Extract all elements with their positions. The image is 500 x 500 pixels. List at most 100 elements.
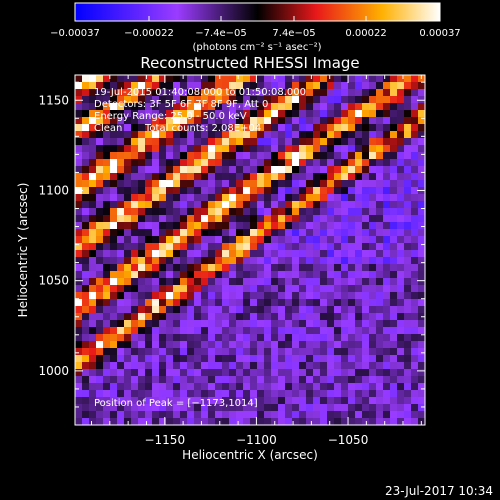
heatmap-cell [285,404,293,412]
heatmap-cell [215,411,223,419]
heatmap-cell [355,250,363,258]
heatmap-cell [299,187,307,195]
heatmap-cell [390,369,398,377]
heatmap-cell [159,404,167,412]
heatmap-cell [243,138,251,146]
heatmap-cell [236,131,244,139]
heatmap-cell [159,194,167,202]
heatmap-cell [299,250,307,258]
heatmap-cell [117,236,125,244]
heatmap-cells [75,75,425,425]
heatmap-cell [110,75,118,83]
heatmap-cell [348,75,356,83]
heatmap-cell [327,152,335,160]
heatmap-cell [131,159,139,167]
heatmap-cell [236,187,244,195]
heatmap-cell [278,404,286,412]
heatmap-cell [320,376,328,384]
heatmap-cell [390,159,398,167]
heatmap-cell [285,82,293,90]
heatmap-cell [131,306,139,314]
heatmap-cell [166,397,174,405]
heatmap-cell [257,110,265,118]
heatmap-cell [285,131,293,139]
heatmap-cell [152,313,160,321]
heatmap-cell [103,229,111,237]
heatmap-cell [166,201,174,209]
heatmap-cell [292,131,300,139]
heatmap-cell [320,117,328,125]
heatmap-cell [229,404,237,412]
heatmap-cell [299,89,307,97]
heatmap-cell [285,152,293,160]
heatmap-cell [397,285,405,293]
heatmap-cell [376,138,384,146]
heatmap-cell [194,194,202,202]
heatmap-cell [166,138,174,146]
heatmap-cell [96,383,104,391]
heatmap-cell [145,320,153,328]
heatmap-cell [75,390,83,398]
heatmap-cell [110,222,118,230]
heatmap-cell [215,187,223,195]
heatmap-cell [215,236,223,244]
heatmap-cell [152,194,160,202]
heatmap-cell [285,285,293,293]
heatmap-cell [355,236,363,244]
heatmap-cell [404,222,412,230]
heatmap-cell [236,89,244,97]
heatmap-cell [89,278,97,286]
heatmap-cell [89,131,97,139]
heatmap-cell [75,117,83,125]
heatmap-cell [131,152,139,160]
heatmap-cell [194,138,202,146]
heatmap-cell [355,145,363,153]
heatmap-cell [334,320,342,328]
heatmap-cell [292,348,300,356]
heatmap-cell [411,320,419,328]
heatmap-cell [229,82,237,90]
heatmap-cell [173,117,181,125]
heatmap-cell [166,362,174,370]
heatmap-cell [145,243,153,251]
heatmap-cell [264,236,272,244]
heatmap-cell [250,145,258,153]
heatmap-cell [103,285,111,293]
heatmap-cell [327,369,335,377]
heatmap-cell [166,243,174,251]
heatmap-cell [355,390,363,398]
heatmap-cell [194,173,202,181]
heatmap-cell [82,243,90,251]
heatmap-cell [306,369,314,377]
heatmap-cell [271,152,279,160]
heatmap-cell [362,334,370,342]
heatmap-cell [320,82,328,90]
heatmap-cell [117,334,125,342]
heatmap-cell [103,82,111,90]
heatmap-cell [152,173,160,181]
heatmap-cell [292,145,300,153]
heatmap-cell [341,103,349,111]
heatmap-cell [82,404,90,412]
heatmap-cell [299,362,307,370]
heatmap-cell [159,397,167,405]
heatmap-cell [124,250,132,258]
heatmap-cell [404,166,412,174]
heatmap-cell [103,89,111,97]
heatmap-cell [313,208,321,216]
heatmap-cell [355,222,363,230]
heatmap-cell [292,96,300,104]
heatmap-cell [215,369,223,377]
heatmap-cell [320,75,328,83]
heatmap-cell [278,131,286,139]
heatmap-cell [264,194,272,202]
heatmap-cell [208,257,216,265]
heatmap-cell [159,131,167,139]
heatmap-cell [131,75,139,83]
heatmap-cell [166,103,174,111]
heatmap-cell [306,173,314,181]
heatmap-cell [222,159,230,167]
heatmap-cell [243,264,251,272]
heatmap-cell [250,320,258,328]
heatmap-cell [194,376,202,384]
